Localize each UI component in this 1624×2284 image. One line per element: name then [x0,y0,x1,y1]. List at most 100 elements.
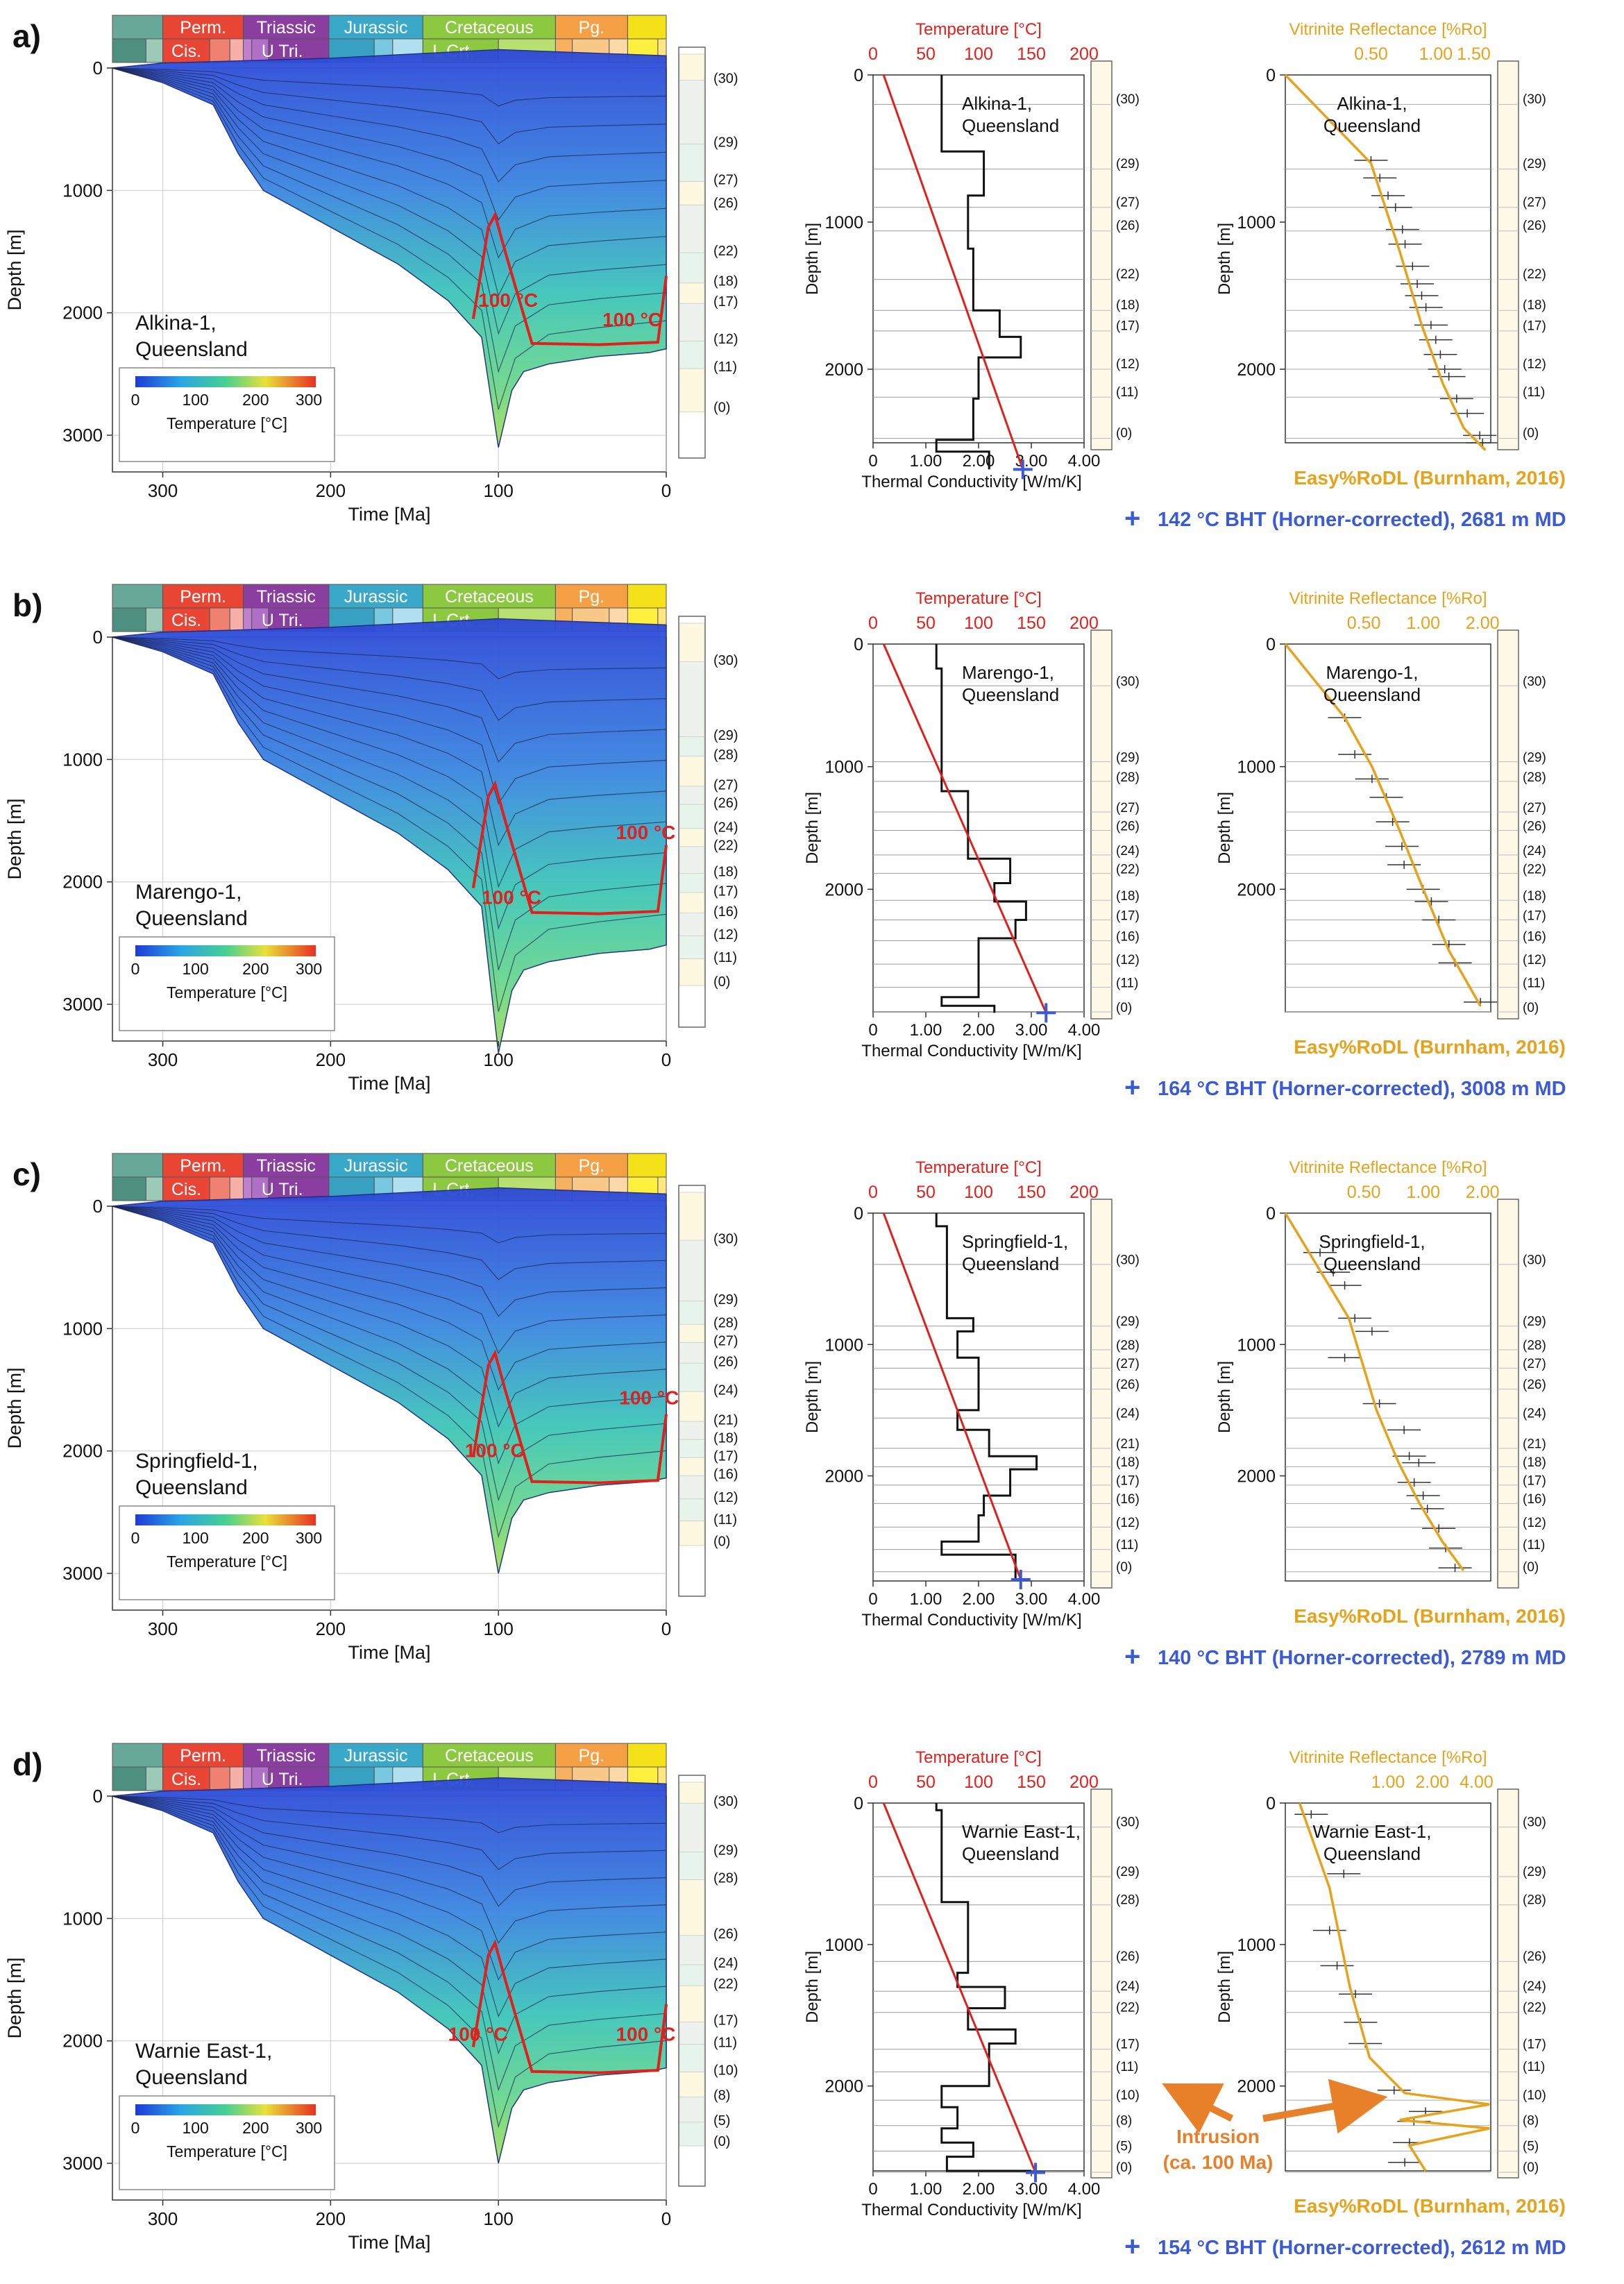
timescale-period-label: Triassic [257,18,316,37]
panel-b: b) Perm. Triassic Jurassic Cretaceous Pg. Cis.… [4,584,1566,1103]
timescale-epoch [229,1766,244,1791]
vr-y-tick-label: 1000 [1237,213,1276,232]
cond-tick-label: 1.00 [910,452,942,471]
timescale-epoch-label: Cis. [171,1180,201,1199]
burial-x-tick-label: 200 [316,1049,346,1070]
colorbar-label: Temperature [°C] [167,1553,287,1571]
isotherm-100C [471,1349,668,1484]
timescale-epoch [229,1176,244,1201]
vr-strat-label: (12) [1523,953,1546,967]
vr-strat-label: (24) [1523,1407,1546,1421]
temp-strat-label: (27) [1116,1357,1140,1371]
temp-strat-label: (27) [1116,195,1140,210]
strat-unit-label: (22) [713,1977,738,1992]
temp-y-label: Depth [m] [803,1951,822,2023]
strat-unit [679,1802,705,1855]
cond-tick-label: 1.00 [910,2180,942,2199]
temp-strat-label: (8) [1116,2114,1132,2129]
vr-strat-label: (17) [1523,2038,1546,2052]
strat-unit-label: (27) [713,1334,738,1349]
strat-unit-label: (30) [713,71,738,86]
burial-y-tick-label: 0 [93,58,103,78]
temp-tick-label: 50 [916,1773,936,1792]
vr-strat-label: (0) [1523,426,1539,441]
burial-horizon [112,1206,667,1465]
vr-strat-label: (22) [1523,862,1546,877]
panel-c: c) Perm. Triassic Jurassic Cretaceous Pg. Cis.… [4,1153,1566,1672]
vr-tick-label: 2.00 [1466,614,1500,633]
vr-tick-label: 1.50 [1457,44,1491,64]
isotherm-label: 100 °C [616,2024,675,2045]
burial-horizon [112,636,667,1012]
timescale-period-label: Pg. [579,18,605,37]
vr-y-tick-label: 0 [1266,635,1276,654]
well-y-tick-label: 1000 [824,758,863,777]
strat-unit-label: (12) [713,927,738,942]
strat-unit [679,1439,705,1461]
easy-ro-curve [1284,1212,1465,1571]
strat-unit-label: (30) [713,653,738,668]
strat-unit [679,53,705,84]
well-y-tick-label: 1000 [824,1335,863,1355]
burial-x-tick-label: 300 [148,1049,178,1070]
temp-tick-label: 0 [868,1773,878,1792]
temp-strat-label: (28) [1116,1893,1140,1908]
timescale-period [162,584,244,609]
vr-y-label: Depth [m] [1215,1361,1234,1433]
burial-x-tick-label: 300 [148,2208,178,2229]
burial-y-tick-label: 3000 [62,1563,103,1584]
vr-y-tick-label: 0 [1266,66,1276,85]
timescale-period [112,584,164,609]
temp-tick-label: 150 [1017,1183,1046,1202]
burial-well-name: Springfield-1, [135,1450,258,1473]
temp-strat-label: (17) [1116,908,1140,923]
temp-strat-label: (17) [1116,319,1140,333]
strat-unit-label: (16) [713,904,738,920]
vr-axis-title: Vitrinite Reflectance [%Ro] [1289,20,1487,39]
temp-strat-label: (21) [1116,1437,1140,1451]
timescale-period [555,1153,628,1178]
well-y-tick-label: 2000 [824,880,863,899]
burial-horizon [112,636,667,847]
temp-tick-label: 0 [868,1183,878,1202]
burial-horizon [112,67,667,410]
temp-strat-label: (30) [1116,675,1140,689]
burial-y-tick-label: 1000 [62,1908,103,1929]
strat-unit [679,892,705,916]
temp-tick-label: 150 [1017,614,1046,633]
strat-unit-label: (18) [713,274,738,289]
conductivity-profile [935,1803,1031,2172]
strat-unit-label: (17) [713,884,738,899]
cond-tick-label: 3.00 [1015,1021,1048,1040]
intrusion-arrow-left [1162,2083,1234,2133]
temp-axis-title: Temperature [°C] [915,589,1042,608]
timescale-epoch-label: U Tri. [262,1770,303,1789]
strat-unit [679,661,705,740]
vr-y-label: Depth [m] [1215,792,1234,864]
timescale-period [162,1743,244,1768]
panel-letter: c) [12,1156,41,1192]
vr-tick-label: 1.00 [1419,44,1453,64]
cond-tick-label: 2.00 [963,2180,995,2199]
burial-horizon [112,67,667,297]
burial-x-label: Time [Ma] [348,2232,430,2253]
vr-strat-label: (28) [1523,1338,1546,1353]
vr-strat-label: (22) [1523,2001,1546,2015]
temp-y-label: Depth [m] [803,792,822,864]
well-y-tick-label: 2000 [824,360,863,380]
cond-tick-label: 3.00 [1015,1590,1048,1609]
bht-legend-text: 154 °C BHT (Horner-corrected), 2612 m MD [1158,2237,1566,2259]
panel-d: d) Perm. Triassic Jurassic Cretaceous Pg. Cis.… [4,1743,1566,2262]
timescale-epoch [145,38,164,63]
vr-strat-label: (24) [1523,844,1546,858]
temp-strat-label: (22) [1116,267,1140,282]
burial-y-label: Depth [m] [4,798,25,879]
timescale-period-label: Jurassic [344,18,408,37]
vr-tick-label: 0.50 [1347,614,1381,633]
conductivity-profile [935,1213,1038,1580]
burial-horizon [112,1795,667,1907]
strat-unit-label: (22) [713,838,738,853]
conductivity-profile [935,644,1027,1013]
vr-strat-label: (5) [1523,2139,1539,2154]
burial-x-tick-label: 0 [661,1618,671,1639]
